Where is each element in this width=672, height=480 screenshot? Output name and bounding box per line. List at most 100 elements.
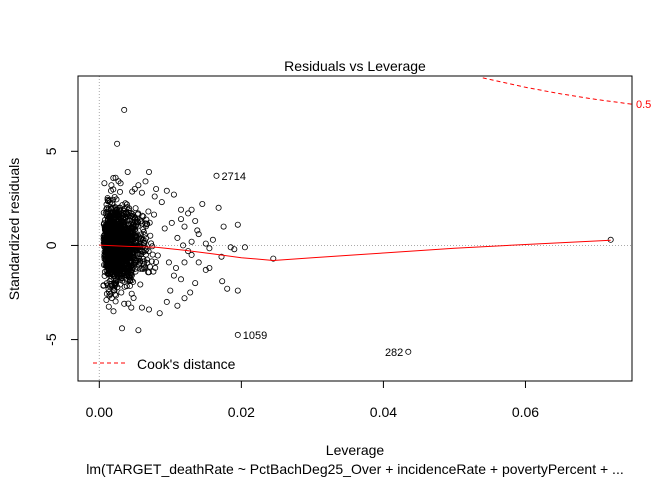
x-tick-label: 0.06 (512, 404, 539, 420)
data-point (121, 106, 128, 113)
x-tick-label: 0.04 (370, 404, 397, 420)
data-point (107, 241, 114, 248)
point-labels: 2714 1059 282 (222, 171, 404, 359)
data-point (121, 283, 128, 290)
data-point (108, 295, 115, 302)
data-point (123, 263, 130, 270)
data-point (213, 172, 220, 179)
data-point (143, 216, 150, 223)
data-point (188, 251, 195, 258)
data-point (172, 264, 179, 271)
data-point (105, 198, 112, 205)
data-point (161, 225, 168, 232)
data-point (106, 239, 113, 246)
y-tick-label: -5 (43, 333, 59, 346)
data-point (118, 271, 125, 278)
data-point (234, 221, 241, 228)
data-point (130, 294, 137, 301)
data-point (163, 298, 170, 305)
data-point (206, 245, 213, 252)
data-point (142, 235, 149, 242)
data-point (123, 247, 130, 254)
data-point (195, 231, 202, 238)
data-point (126, 250, 133, 257)
data-point (124, 210, 131, 217)
data-point (149, 243, 156, 250)
data-point (145, 168, 152, 175)
y-axis: -5 0 5 (43, 147, 79, 346)
data-point (138, 251, 145, 258)
data-point (122, 233, 129, 240)
data-point (132, 205, 139, 212)
data-point (158, 199, 165, 206)
outlier-label: 282 (385, 347, 403, 359)
data-point (131, 218, 138, 225)
data-point (117, 188, 124, 195)
data-point (132, 268, 139, 275)
data-point (129, 232, 136, 239)
data-point (185, 210, 192, 217)
data-point (115, 178, 122, 185)
data-point (126, 274, 133, 281)
data-point (231, 246, 238, 253)
data-point (110, 242, 117, 249)
data-point (141, 264, 148, 271)
data-point (103, 247, 110, 254)
data-point (124, 168, 131, 175)
data-point (125, 222, 132, 229)
data-point (215, 204, 222, 211)
data-point (241, 244, 248, 251)
data-point (129, 214, 136, 221)
data-point (112, 174, 119, 181)
data-point (150, 211, 157, 218)
cooks-contour-label: 0.5 (636, 99, 651, 111)
data-point (117, 219, 124, 226)
data-point (174, 234, 181, 241)
data-point (101, 231, 108, 238)
data-point (124, 225, 131, 232)
data-point (188, 206, 195, 213)
data-point (104, 211, 111, 218)
legend-label: Cook's distance (137, 356, 236, 372)
data-point (145, 269, 152, 276)
data-point (124, 221, 131, 228)
y-tick-label: 0 (43, 241, 59, 249)
data-point (180, 242, 187, 249)
data-point (154, 252, 161, 259)
data-point (128, 239, 135, 246)
data-point (218, 253, 225, 260)
data-point (108, 182, 115, 189)
data-point (116, 241, 123, 248)
data-point (112, 227, 119, 234)
data-point (111, 193, 118, 200)
data-point (141, 258, 148, 265)
data-point (129, 254, 136, 261)
data-point (170, 191, 177, 198)
data-point (107, 291, 114, 298)
data-point (109, 235, 116, 242)
y-axis-label: Standardized residuals (6, 158, 22, 300)
data-point (139, 220, 146, 227)
data-point (118, 254, 125, 261)
data-point (192, 217, 199, 224)
data-point (102, 225, 109, 232)
data-point (199, 200, 206, 207)
data-point (165, 259, 172, 266)
data-point (117, 211, 124, 218)
data-point (137, 281, 144, 288)
x-tick-label: 0.02 (228, 404, 255, 420)
data-point (170, 272, 177, 279)
data-point (143, 245, 150, 252)
data-point (192, 280, 199, 287)
data-point (119, 237, 126, 244)
data-point (103, 296, 110, 303)
data-point (112, 250, 119, 257)
model-formula-subtitle: lm(TARGET_deathRate ~ PctBachDeg25_Over … (86, 461, 623, 477)
data-point (145, 306, 152, 313)
data-point (104, 195, 111, 202)
data-point (128, 304, 135, 311)
x-axis-label: Leverage (326, 442, 385, 458)
data-point (123, 250, 130, 257)
data-point (194, 227, 201, 234)
